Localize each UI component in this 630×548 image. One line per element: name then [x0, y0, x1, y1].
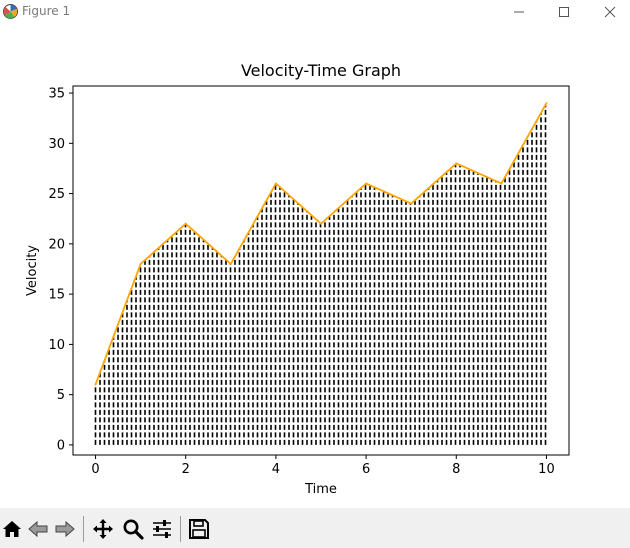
forward-button[interactable]: [53, 517, 77, 541]
toolbar-separator: [180, 516, 181, 542]
y-tick-label: 0: [57, 438, 65, 453]
configure-subplots-icon: [153, 520, 171, 538]
data-point: [320, 222, 322, 225]
data-point: [139, 263, 142, 265]
y-tick-label: 25: [48, 187, 65, 202]
y-tick-label: 5: [57, 388, 65, 403]
chart-title: Velocity-Time Graph: [241, 61, 401, 80]
axes-frame: [72, 85, 570, 456]
zoom-icon: [123, 519, 144, 540]
data-point: [365, 182, 367, 185]
back-button[interactable]: [26, 517, 50, 541]
close-button[interactable]: [587, 0, 630, 24]
window-title: Figure 1: [22, 4, 71, 18]
y-tick-label: 35: [48, 87, 65, 102]
configure-subplots-button[interactable]: [150, 517, 174, 541]
x-tick-label: 6: [362, 462, 370, 477]
x-tick-label: 4: [272, 462, 280, 477]
x-tick-label: 10: [538, 462, 555, 477]
data-point: [410, 202, 413, 205]
minimize-button[interactable]: [496, 0, 542, 24]
home-button[interactable]: [0, 517, 24, 541]
x-tick-label: 8: [452, 462, 460, 477]
data-point: [455, 162, 458, 165]
toolbar-separator: [83, 516, 84, 542]
x-tick-label: 2: [182, 462, 190, 477]
figure-canvas[interactable]: 0 2 4 6 8 10 0 5 10 15 20 25 30 35 Velocity-Time Grap…: [0, 24, 630, 508]
y-tick-label: 20: [48, 237, 65, 252]
pan-button[interactable]: [91, 517, 115, 541]
series-line: [94, 102, 548, 385]
matplotlib-logo-icon: [2, 3, 19, 20]
minimize-icon: [514, 11, 524, 13]
y-axis-label: Velocity: [25, 245, 40, 296]
home-icon: [3, 521, 21, 537]
data-point: [275, 182, 277, 185]
data-point: [184, 222, 187, 225]
data-point: [229, 263, 232, 265]
back-icon: [28, 520, 48, 538]
data-point: [545, 102, 548, 104]
save-icon: [189, 519, 209, 539]
x-axis-label: Time: [304, 482, 337, 497]
y-tick-label: 30: [48, 137, 65, 152]
chart: 0 2 4 6 8 10 0 5 10 15 20 25 30 35 Velocity-Time Grap…: [25, 61, 570, 497]
data-point: [500, 182, 503, 185]
data-point: [94, 383, 97, 386]
y-tick-label: 15: [48, 288, 65, 303]
maximize-button[interactable]: [541, 0, 587, 24]
close-icon: [604, 6, 616, 18]
pan-icon: [93, 519, 113, 539]
x-tick-label: 0: [91, 462, 99, 477]
maximize-icon: [559, 7, 569, 17]
window-titlebar: Figure 1: [0, 0, 630, 24]
forward-icon: [55, 520, 75, 538]
save-button[interactable]: [187, 517, 211, 541]
navigation-toolbar: [0, 508, 630, 548]
y-tick-label: 10: [48, 338, 65, 353]
zoom-button[interactable]: [121, 517, 145, 541]
